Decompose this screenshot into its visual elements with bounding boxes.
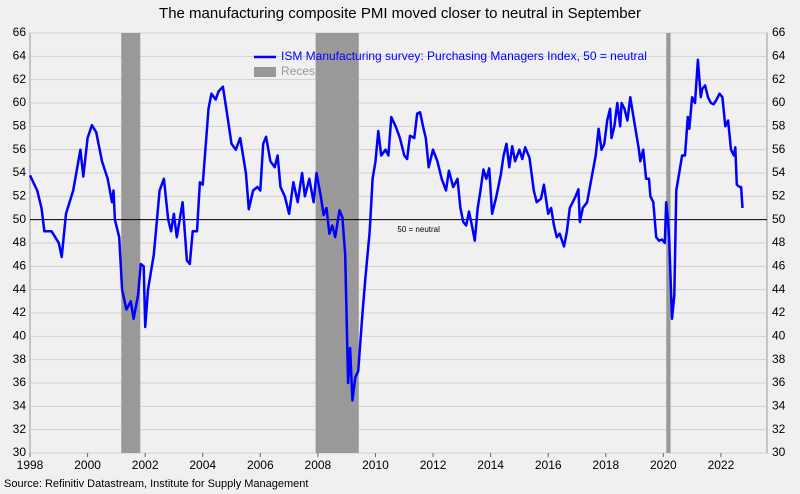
- chart-title: The manufacturing composite PMI moved cl…: [159, 5, 641, 22]
- y2-tick-label: 62: [772, 72, 786, 86]
- annotation: 50 = neutral: [397, 225, 440, 234]
- y2-tick-label: 56: [772, 142, 786, 156]
- y-tick-label: 38: [13, 352, 27, 366]
- y2-tick-label: 40: [772, 329, 786, 343]
- source: Source: Refinitiv Datastream, Institute …: [4, 478, 308, 490]
- y2-tick-label: 32: [772, 422, 786, 436]
- y-tick-label: 50: [13, 212, 27, 226]
- y-tick-label: 42: [13, 305, 27, 319]
- y-tick-label: 54: [13, 165, 27, 179]
- legend-label: ISM Manufacturing survey: Purchasing Man…: [281, 49, 647, 63]
- y2-tick-label: 54: [772, 165, 786, 179]
- legend-label: Recession: [281, 64, 337, 78]
- y2-tick-label: 30: [772, 445, 786, 459]
- x-tick-label: 2000: [74, 458, 101, 472]
- y-tick-label: 34: [13, 399, 27, 413]
- y2-tick-label: 38: [772, 352, 786, 366]
- x-tick-label: 1998: [17, 458, 44, 472]
- recession-band: [121, 33, 141, 453]
- y2-tick-label: 46: [772, 259, 786, 273]
- y-tick-label: 40: [13, 329, 27, 343]
- y2-tick-label: 52: [772, 189, 786, 203]
- y2-tick-label: 50: [772, 212, 786, 226]
- x-tick-label: 2010: [362, 458, 389, 472]
- x-tick-label: 2022: [708, 458, 735, 472]
- y-tick-label: 62: [13, 72, 27, 86]
- x-tick-label: 2018: [592, 458, 619, 472]
- y2-tick-label: 34: [772, 399, 786, 413]
- x-tick-label: 2016: [535, 458, 562, 472]
- y-tick-label: 64: [13, 49, 27, 63]
- x-tick-label: 2002: [132, 458, 159, 472]
- y-tick-label: 56: [13, 142, 27, 156]
- y-tick-label: 58: [13, 119, 27, 133]
- y2-tick-label: 60: [772, 95, 786, 109]
- y2-tick-label: 36: [772, 375, 786, 389]
- y2-tick-label: 66: [772, 25, 786, 39]
- y2-tick-label: 48: [772, 235, 786, 249]
- data-line: [28, 58, 744, 402]
- x-tick-label: 2014: [477, 458, 504, 472]
- y-tick-label: 46: [13, 259, 27, 273]
- y-tick-label: 30: [13, 445, 27, 459]
- y-tick-label: 44: [13, 282, 27, 296]
- y-tick-label: 36: [13, 375, 27, 389]
- x-tick-label: 2020: [650, 458, 677, 472]
- y-tick-label: 48: [13, 235, 27, 249]
- x-tick-label: 2004: [189, 458, 216, 472]
- y2-tick-label: 42: [772, 305, 786, 319]
- y2-tick-label: 58: [772, 119, 786, 133]
- y2-tick-label: 44: [772, 282, 786, 296]
- y-tick-label: 60: [13, 95, 27, 109]
- legend-swatch: [254, 67, 276, 77]
- x-tick-label: 2008: [305, 458, 332, 472]
- y-tick-label: 32: [13, 422, 27, 436]
- y-tick-label: 66: [13, 25, 27, 39]
- x-tick-label: 2006: [247, 458, 274, 472]
- y-tick-label: 52: [13, 189, 27, 203]
- x-tick-label: 2012: [420, 458, 447, 472]
- y2-tick-label: 64: [772, 49, 786, 63]
